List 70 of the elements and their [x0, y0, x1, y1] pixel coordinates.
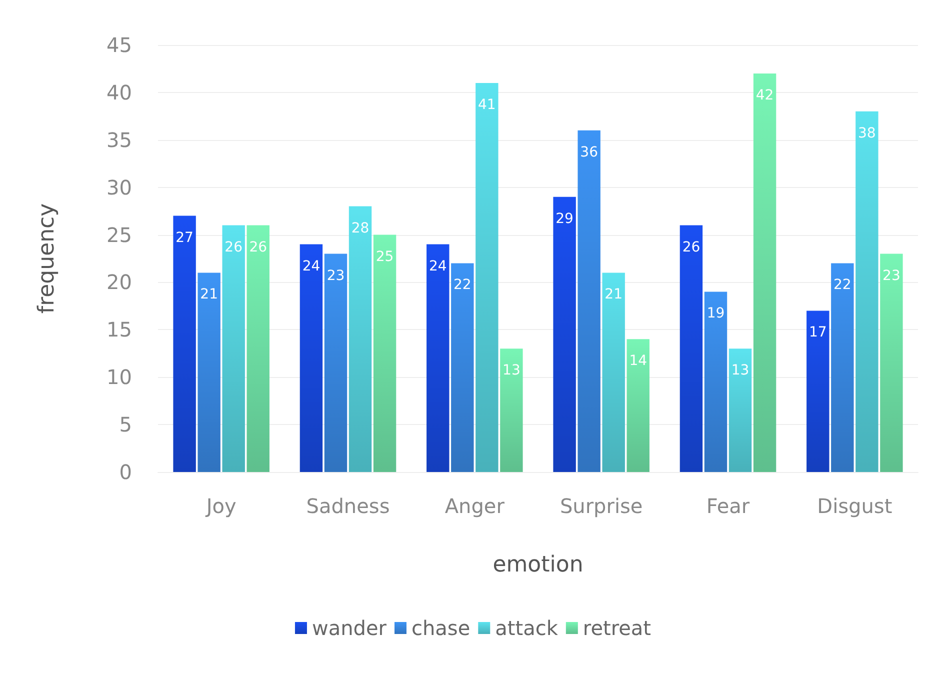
bar [451, 263, 474, 472]
y-tick-label: 35 [106, 128, 132, 152]
bar [602, 272, 625, 472]
data-label: 27 [176, 230, 194, 246]
data-label: 26 [249, 239, 268, 256]
y-tick-label: 25 [106, 222, 132, 247]
data-label: 17 [808, 324, 827, 341]
x-tick-label: Surprise [560, 494, 643, 518]
bar [246, 225, 270, 472]
bar [173, 216, 196, 472]
bar [728, 348, 752, 472]
bar [856, 111, 878, 472]
x-axis-title: emotion [492, 552, 584, 578]
bar [806, 310, 830, 472]
data-label: 36 [580, 144, 598, 160]
bar [222, 225, 245, 472]
x-tick-label: Joy [204, 494, 236, 518]
data-label: 41 [478, 96, 496, 113]
bar [476, 82, 498, 472]
legend-label: attack [495, 616, 558, 640]
data-label: 21 [604, 286, 623, 303]
x-tick-label: Disgust [817, 494, 892, 518]
data-label: 23 [326, 268, 345, 284]
data-label: 14 [629, 353, 648, 370]
data-label: 25 [376, 248, 394, 265]
y-tick-label: 45 [106, 33, 132, 57]
y-tick-label: 10 [106, 365, 132, 390]
data-label: 24 [302, 258, 320, 274]
y-tick-label: 30 [106, 175, 132, 200]
data-label: 21 [200, 286, 218, 303]
bar [553, 196, 576, 472]
bar [831, 263, 854, 472]
data-label: 26 [224, 239, 243, 256]
data-label: 13 [731, 362, 750, 379]
legend-label: chase [411, 616, 470, 640]
bar [704, 292, 728, 472]
bar [300, 244, 323, 472]
data-label: 38 [858, 125, 876, 142]
bar [880, 254, 903, 472]
data-label: 42 [756, 87, 774, 104]
y-tick-label: 5 [119, 412, 132, 437]
legend-label: retreat [582, 616, 652, 640]
data-label: 26 [682, 239, 700, 256]
y-tick-label: 40 [106, 80, 132, 104]
bar [753, 73, 776, 472]
data-label: 23 [882, 268, 900, 284]
y-tick-label: 20 [106, 270, 132, 294]
data-label: 13 [502, 362, 520, 379]
y-tick-label: 15 [106, 318, 132, 342]
bar [324, 254, 348, 472]
bar [348, 206, 372, 472]
data-label: 24 [428, 258, 447, 274]
bar [578, 130, 600, 472]
data-label: 29 [556, 210, 574, 227]
y-axis-title: frequency [34, 203, 60, 314]
bar [373, 234, 396, 472]
bar [198, 272, 220, 472]
data-label: 22 [453, 277, 472, 294]
bar [426, 244, 450, 472]
x-tick-label: Fear [706, 494, 750, 518]
data-label: 22 [833, 277, 852, 294]
data-label: 19 [706, 306, 725, 322]
bar [500, 348, 523, 472]
y-tick-label: 0 [119, 460, 132, 484]
x-tick-label: Sadness [306, 494, 390, 518]
x-tick-label: Anger [444, 494, 506, 518]
bar [680, 225, 703, 472]
data-label: 28 [351, 220, 370, 236]
legend-label: wander [312, 616, 388, 640]
bar [626, 339, 650, 472]
